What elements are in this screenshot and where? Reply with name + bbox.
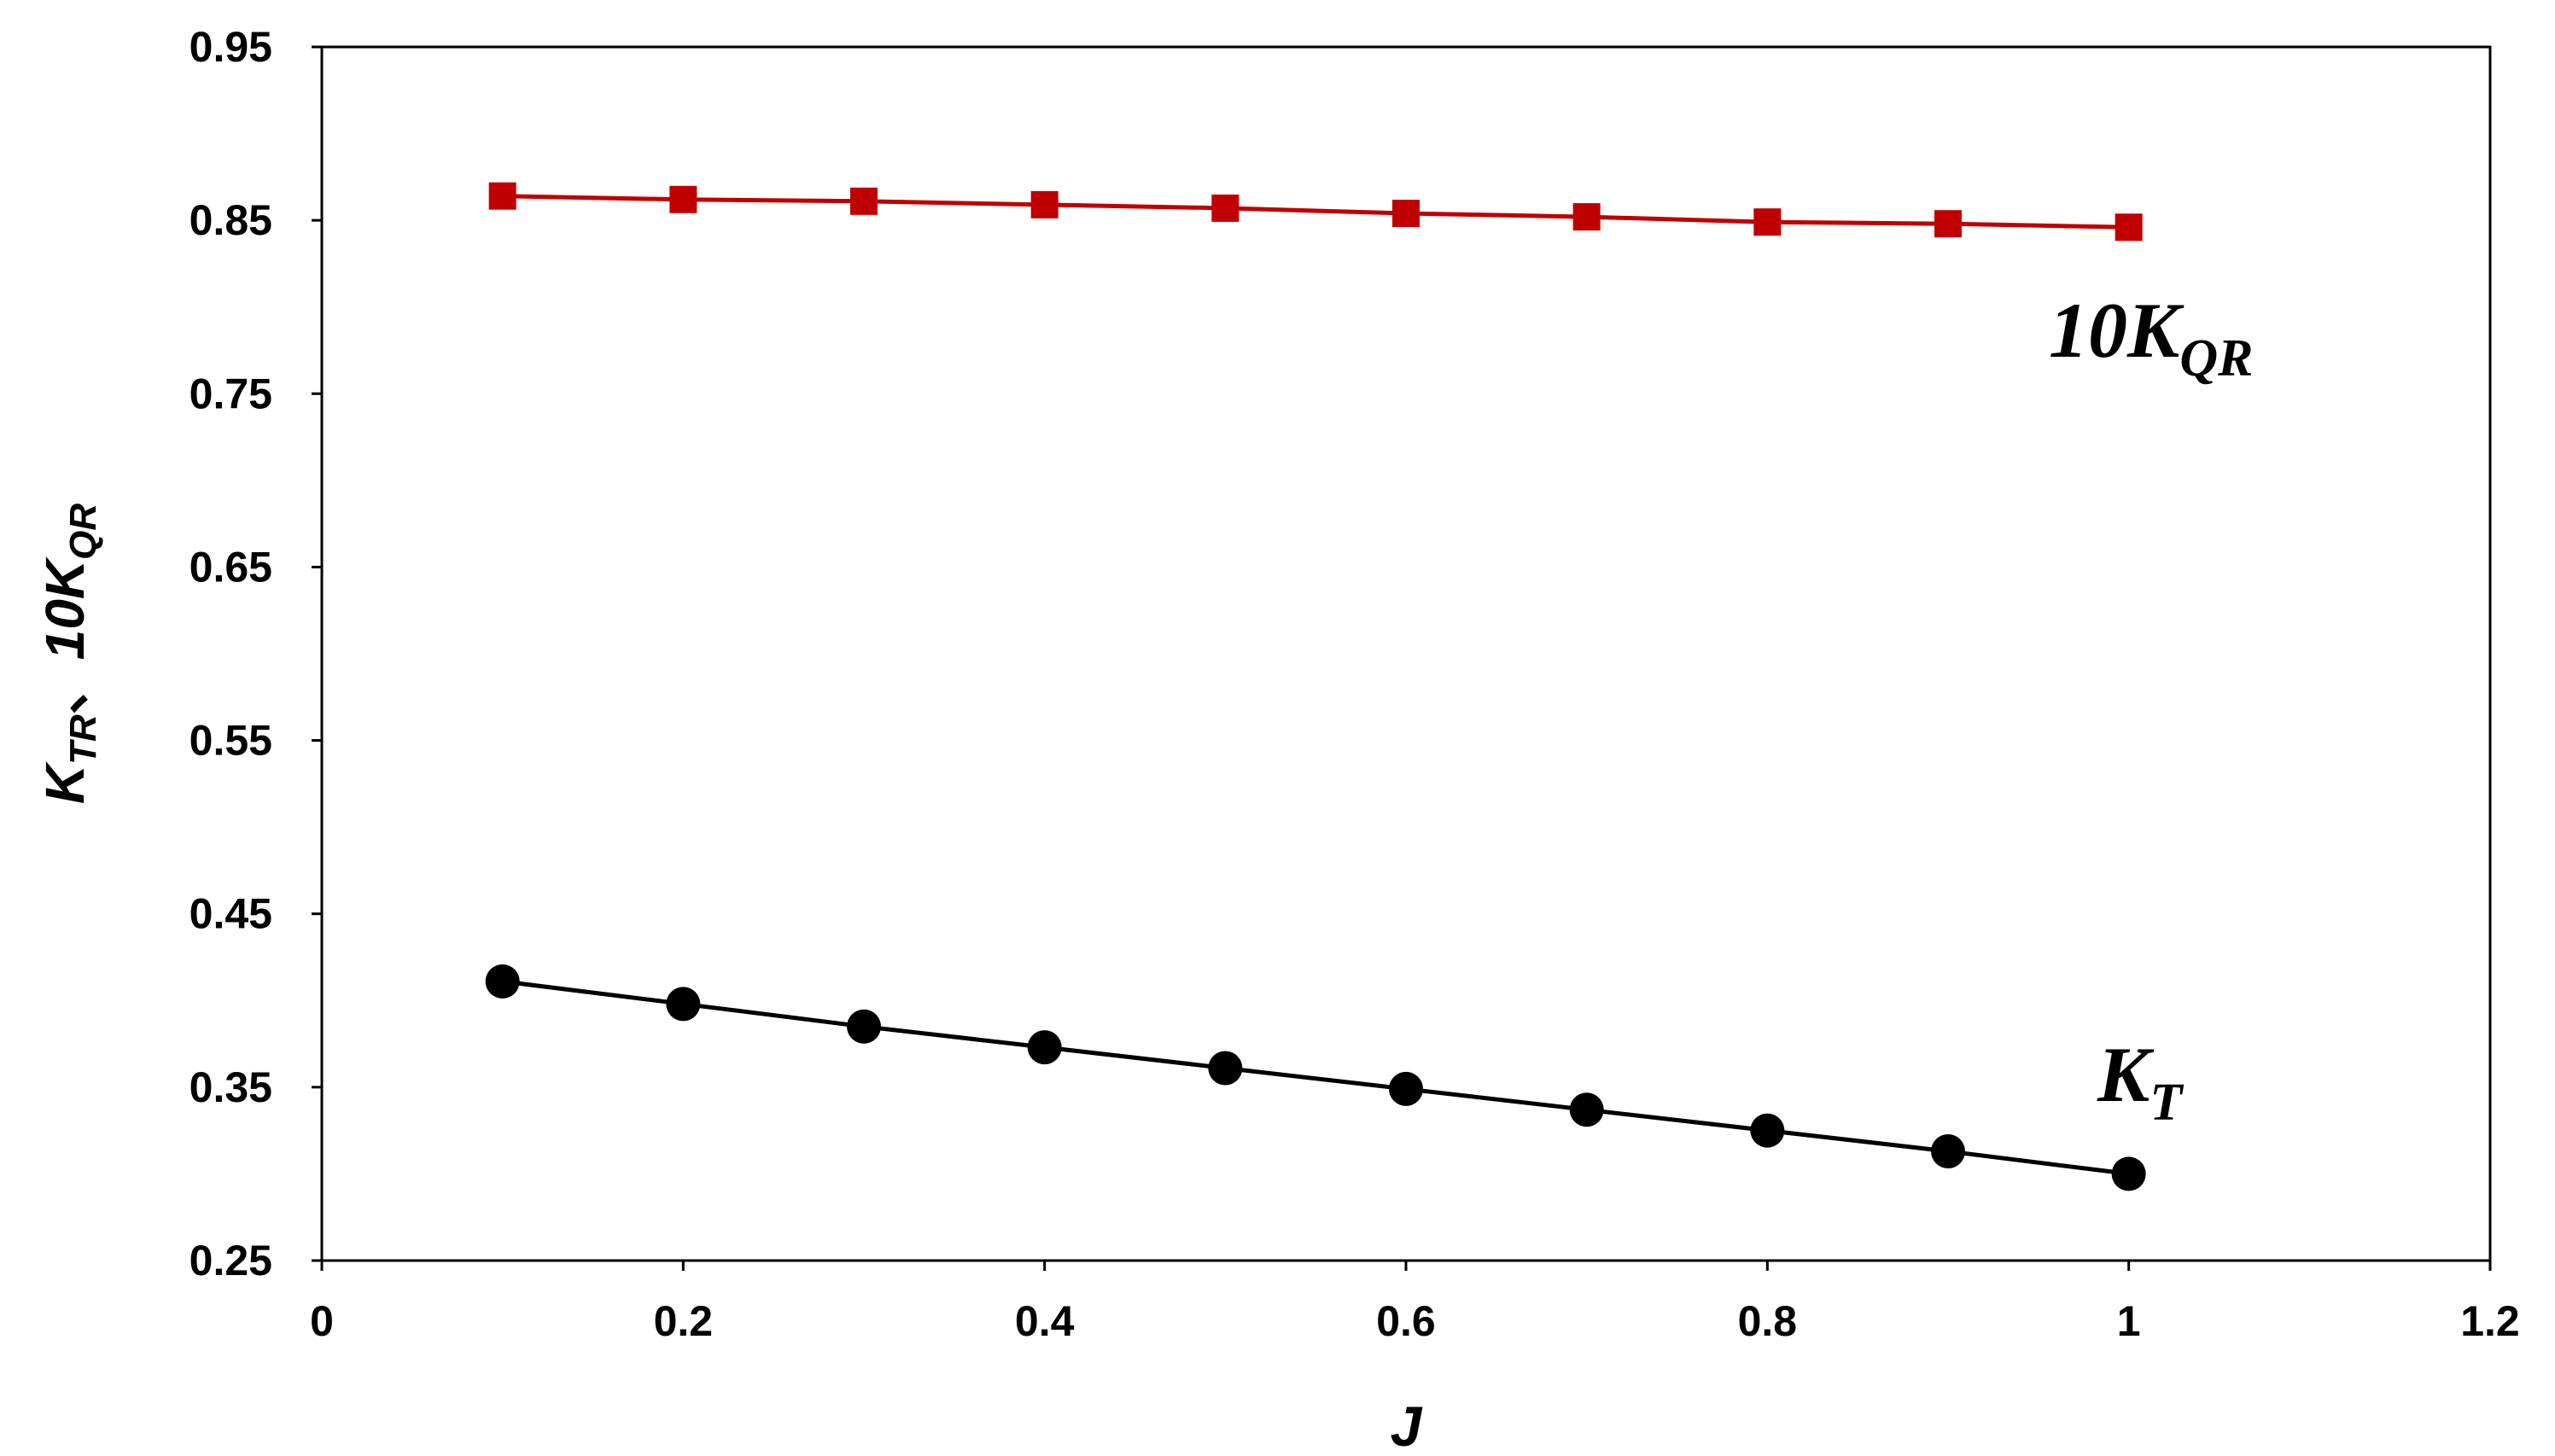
data-point-10kqr [669, 185, 697, 213]
series-line-kt [502, 979, 2130, 1176]
data-point-10kqr [1572, 203, 1601, 231]
x-axis-ticks: 0 0.2 0.4 0.6 0.8 1 1.2 [310, 1261, 2520, 1345]
data-point-kt [1027, 1030, 1062, 1065]
y-axis-title-prefix: 10K [34, 556, 96, 660]
data-point-10kqr [2115, 213, 2143, 242]
x-tick-label: 0.6 [1376, 1297, 1436, 1345]
series-line-10kqr [502, 194, 2129, 230]
x-tick-label: 0 [310, 1297, 334, 1345]
data-point-kt [485, 964, 520, 999]
series-label-10kqr-sub: QR [2179, 329, 2253, 387]
data-point-10kqr [1030, 190, 1059, 218]
y-tick-label: 0.85 [190, 196, 272, 244]
data-point-kt [1569, 1092, 1604, 1127]
y-axis-title-k-sub: TR [62, 714, 104, 765]
data-point-kt [1389, 1071, 1423, 1106]
y-tick-label: 0.95 [190, 23, 272, 71]
series-label-kt-sub: T [2150, 1074, 2184, 1132]
data-point-kt [666, 987, 701, 1022]
data-point-10kqr [488, 182, 516, 210]
x-tick-label: 0.4 [1015, 1297, 1075, 1345]
data-point-kt [847, 1009, 881, 1044]
y-tick-label: 0.55 [190, 717, 272, 765]
series-label-kt: KT [2097, 1031, 2184, 1132]
series-label-10kqr: 10KQR [2049, 287, 2254, 387]
x-tick-label: 0.8 [1738, 1297, 1798, 1345]
series-layer [485, 182, 2146, 1191]
data-point-10kqr [1753, 208, 1782, 236]
data-point-10kqr [1211, 194, 1240, 222]
data-point-10kqr [1934, 210, 1962, 238]
y-tick-label: 0.25 [190, 1237, 272, 1284]
data-point-kt [1208, 1051, 1243, 1086]
data-point-kt [2111, 1156, 2146, 1191]
y-axis-title-sep: 、 [34, 660, 96, 714]
series-label-kt-main: K [2097, 1031, 2155, 1118]
data-point-kt [1931, 1134, 1965, 1169]
x-axis-title: J [1391, 1395, 1423, 1456]
y-axis-title-k: K [34, 760, 96, 804]
data-point-10kqr [1392, 200, 1420, 228]
x-tick-label: 1 [2117, 1297, 2141, 1345]
y-axis-title-prefix-sub: QR [62, 504, 104, 560]
y-tick-label: 0.65 [190, 543, 272, 591]
y-tick-label: 0.75 [190, 370, 272, 417]
data-point-kt [1750, 1113, 1785, 1148]
series-label-10kqr-main: 10K [2049, 287, 2185, 374]
data-point-10kqr [850, 187, 878, 215]
x-tick-label: 1.2 [2460, 1297, 2520, 1345]
x-tick-label: 0.2 [654, 1297, 714, 1345]
y-tick-label: 0.35 [190, 1063, 272, 1111]
y-tick-label: 0.45 [190, 890, 272, 938]
y-axis-ticks: 0.25 0.35 0.45 0.55 0.65 0.75 0.85 0.95 [190, 23, 322, 1284]
y-axis-title: KTR、10KQR [34, 504, 104, 805]
